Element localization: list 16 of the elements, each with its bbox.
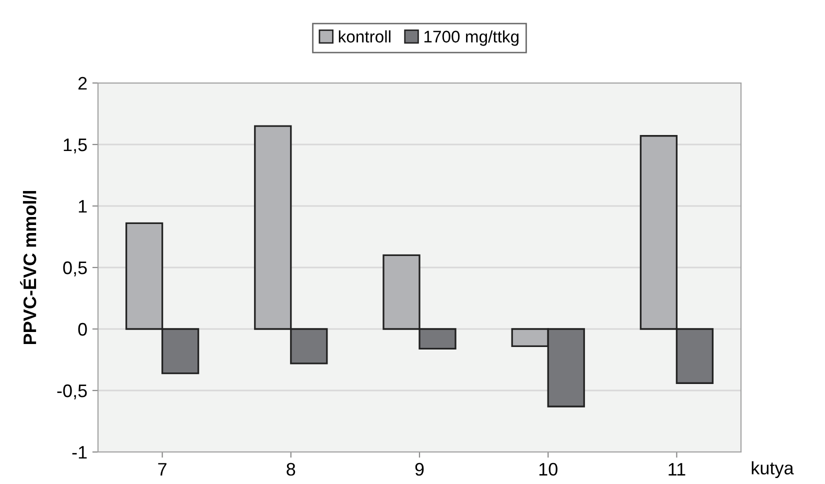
y-tick-label: 2 [78,76,87,90]
y-tick-label: 0 [78,322,87,336]
y-axis-title: PPVC-ÉVC mmol/l [20,191,36,344]
x-tick-label: 10 [539,462,558,476]
legend-label: 1700 mg/ttkg [424,30,518,46]
x-tick-label: 8 [286,462,296,476]
y-tick-label: -1 [72,446,87,459]
x-tick-label: 9 [415,462,424,476]
x-axis-title: kutya [752,461,794,478]
y-tick-label: -0,5 [57,384,87,400]
legend-label: kontroll [338,30,390,43]
y-tick-label: 1,5 [64,138,87,154]
x-tick-label: 7 [158,463,166,476]
y-tick-label: 1 [78,200,87,213]
y-tick-label: 0,5 [63,261,87,276]
x-tick-label: 11 [668,463,686,476]
